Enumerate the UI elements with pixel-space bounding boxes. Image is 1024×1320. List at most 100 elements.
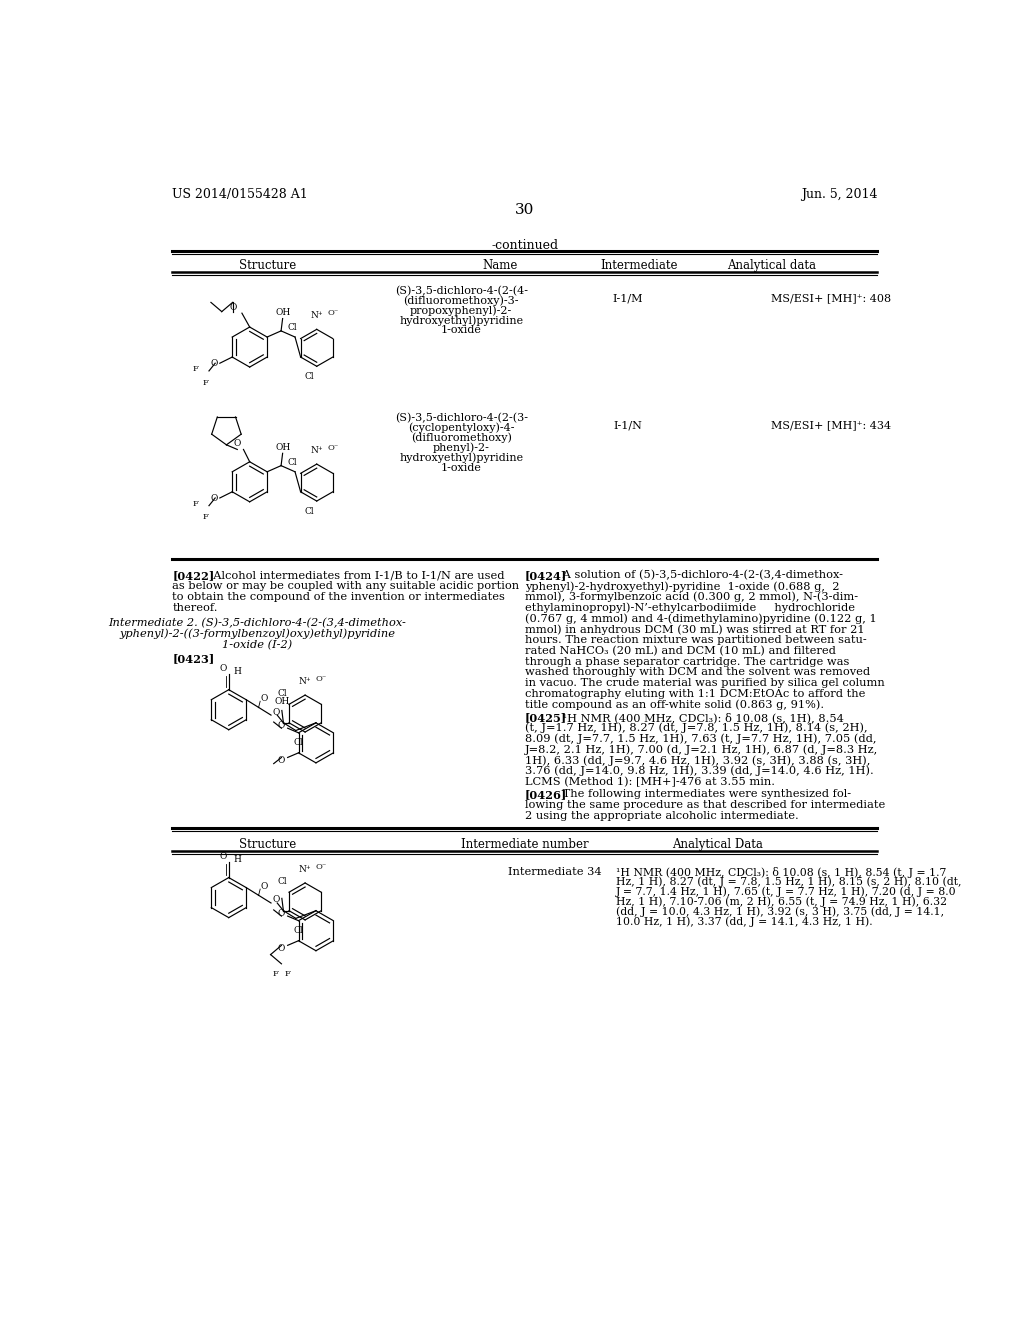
Text: 1H), 6.33 (dd, J=9.7, 4.6 Hz, 1H), 3.92 (s, 3H), 3.88 (s, 3H),: 1H), 6.33 (dd, J=9.7, 4.6 Hz, 1H), 3.92 … [524,755,870,766]
Text: Name: Name [482,259,518,272]
Text: I-1/N: I-1/N [613,420,642,430]
Text: F: F [193,500,198,508]
Text: Structure: Structure [239,838,296,850]
Text: N⁺: N⁺ [299,865,311,874]
Text: propoxyphenyl)-2-: propoxyphenyl)-2- [411,305,512,315]
Text: 1-oxide (I-2): 1-oxide (I-2) [222,640,293,649]
Text: 10.0 Hz, 1 H), 3.37 (dd, J = 14.1, 4.3 Hz, 1 H).: 10.0 Hz, 1 H), 3.37 (dd, J = 14.1, 4.3 H… [616,917,872,928]
Text: washed thoroughly with DCM and the solvent was removed: washed thoroughly with DCM and the solve… [524,668,870,677]
Text: yphenyl)-2-((3-formylbenzoyl)oxy)ethyl)pyridine: yphenyl)-2-((3-formylbenzoyl)oxy)ethyl)p… [120,628,395,639]
Text: ethylaminopropyl)-N’-ethylcarbodiimide     hydrochloride: ethylaminopropyl)-N’-ethylcarbodiimide h… [524,603,855,614]
Text: yphenyl)-2-hydroxyethyl)-pyridine  1-oxide (0.688 g,  2: yphenyl)-2-hydroxyethyl)-pyridine 1-oxid… [524,581,840,591]
Text: F: F [272,970,279,978]
Text: (S)-3,5-dichloro-4-(2-(3-: (S)-3,5-dichloro-4-(2-(3- [394,412,527,422]
Text: Cl: Cl [294,738,303,747]
Text: 3.76 (dd, J=14.0, 9.8 Hz, 1H), 3.39 (dd, J=14.0, 4.6 Hz, 1H).: 3.76 (dd, J=14.0, 9.8 Hz, 1H), 3.39 (dd,… [524,766,873,776]
Text: -continued: -continued [492,239,558,252]
Text: O: O [220,851,227,861]
Text: (difluoromethoxy)-3-: (difluoromethoxy)-3- [403,296,519,306]
Text: O: O [278,908,285,917]
Text: mmol) in anhydrous DCM (30 mL) was stirred at RT for 21: mmol) in anhydrous DCM (30 mL) was stirr… [524,624,864,635]
Text: O⁻: O⁻ [316,675,328,682]
Text: rated NaHCO₃ (20 mL) and DCM (10 mL) and filtered: rated NaHCO₃ (20 mL) and DCM (10 mL) and… [524,645,836,656]
Text: J = 7.7, 1.4 Hz, 1 H), 7.65 (t, J = 7.7 Hz, 1 H), 7.20 (d, J = 8.0: J = 7.7, 1.4 Hz, 1 H), 7.65 (t, J = 7.7 … [616,887,956,898]
Text: (difluoromethoxy): (difluoromethoxy) [411,433,512,444]
Text: I-1/M: I-1/M [612,293,643,304]
Text: thereof.: thereof. [172,603,218,612]
Text: 1-oxide: 1-oxide [440,326,481,335]
Text: ¹H NMR (400 MHz, CDCl₃): δ 10.08 (s, 1 H), 8.54 (t, J = 1.7: ¹H NMR (400 MHz, CDCl₃): δ 10.08 (s, 1 H… [616,867,946,878]
Text: phenyl)-2-: phenyl)-2- [433,442,489,453]
Text: Cl: Cl [294,927,303,935]
Text: O⁻: O⁻ [328,309,339,317]
Text: hydroxyethyl)pyridine: hydroxyethyl)pyridine [399,453,523,463]
Text: MS/ESI+ [MH]⁺: 408: MS/ESI+ [MH]⁺: 408 [771,293,891,304]
Text: O⁻: O⁻ [328,444,339,451]
Text: Analytical data: Analytical data [727,259,816,272]
Text: F: F [285,970,291,978]
Text: F: F [203,379,209,387]
Text: MS/ESI+ [MH]⁺: 434: MS/ESI+ [MH]⁺: 434 [771,420,891,430]
Text: lowing the same procedure as that described for intermediate: lowing the same procedure as that descri… [524,800,885,809]
Text: O: O [220,664,227,673]
Text: O: O [260,694,267,702]
Text: to obtain the compound of the invention or intermediates: to obtain the compound of the invention … [172,591,505,602]
Text: A solution of (5)-3,5-dichloro-4-(2-(3,4-dimethox-: A solution of (5)-3,5-dichloro-4-(2-(3,4… [559,570,843,581]
Text: in vacuo. The crude material was purified by silica gel column: in vacuo. The crude material was purifie… [524,678,885,688]
Text: O: O [210,359,217,368]
Text: O: O [260,882,267,891]
Text: US 2014/0155428 A1: US 2014/0155428 A1 [172,187,308,201]
Text: [0423]: [0423] [172,653,214,664]
Text: [0422]: [0422] [172,570,214,581]
Text: OH: OH [274,697,290,706]
Text: O: O [230,302,238,312]
Text: 1-oxide: 1-oxide [440,462,481,473]
Text: H: H [233,667,242,676]
Text: Jun. 5, 2014: Jun. 5, 2014 [801,187,878,201]
Text: Hz, 1 H), 7.10-7.06 (m, 2 H), 6.55 (t, J = 74.9 Hz, 1 H), 6.32: Hz, 1 H), 7.10-7.06 (m, 2 H), 6.55 (t, J… [616,896,947,907]
Text: 30: 30 [515,203,535,216]
Text: Analytical Data: Analytical Data [672,838,763,850]
Text: O: O [233,440,241,447]
Text: O: O [278,756,285,766]
Text: Cl: Cl [288,323,298,333]
Text: N⁺: N⁺ [299,677,311,686]
Text: Intermediate: Intermediate [601,259,678,272]
Text: (dd, J = 10.0, 4.3 Hz, 1 H), 3.92 (s, 3 H), 3.75 (dd, J = 14.1,: (dd, J = 10.0, 4.3 Hz, 1 H), 3.92 (s, 3 … [616,907,944,917]
Text: Intermediate 2. (S)-3,5-dichloro-4-(2-(3,4-dimethox-: Intermediate 2. (S)-3,5-dichloro-4-(2-(3… [109,618,407,628]
Text: O: O [278,721,285,730]
Text: O: O [278,944,285,953]
Text: Cl: Cl [304,372,313,381]
Text: title compound as an off-white solid (0.863 g, 91%).: title compound as an off-white solid (0.… [524,700,824,710]
Text: LCMS (Method 1): [MH+]-476 at 3.55 min.: LCMS (Method 1): [MH+]-476 at 3.55 min. [524,776,775,787]
Text: Cl: Cl [288,458,298,467]
Text: hours. The reaction mixture was partitioned between satu-: hours. The reaction mixture was partitio… [524,635,866,645]
Text: OH: OH [275,308,290,317]
Text: [0424]: [0424] [524,570,567,581]
Text: Intermediate number: Intermediate number [461,838,589,850]
Text: J=8.2, 2.1 Hz, 1H), 7.00 (d, J=2.1 Hz, 1H), 6.87 (d, J=8.3 Hz,: J=8.2, 2.1 Hz, 1H), 7.00 (d, J=2.1 Hz, 1… [524,744,878,755]
Text: Intermediate 34: Intermediate 34 [508,867,601,876]
Text: Structure: Structure [239,259,296,272]
Text: Hz, 1 H), 8.27 (dt, J = 7.8, 1.5 Hz, 1 H), 8.15 (s, 2 H), 8.10 (dt,: Hz, 1 H), 8.27 (dt, J = 7.8, 1.5 Hz, 1 H… [616,876,962,887]
Text: as below or may be coupled with any suitable acidic portion: as below or may be coupled with any suit… [172,581,519,591]
Text: (cyclopentyloxy)-4-: (cyclopentyloxy)-4- [408,422,514,433]
Text: Cl: Cl [304,507,313,516]
Text: Alcohol intermediates from I-1/B to I-1/N are used: Alcohol intermediates from I-1/B to I-1/… [206,570,504,581]
Text: F: F [193,366,198,374]
Text: O: O [272,708,280,717]
Text: OH: OH [275,442,290,451]
Text: (t, J=1.7 Hz, 1H), 8.27 (dt, J=7.8, 1.5 Hz, 1H), 8.14 (s, 2H),: (t, J=1.7 Hz, 1H), 8.27 (dt, J=7.8, 1.5 … [524,723,867,734]
Text: [0426]: [0426] [524,789,567,800]
Text: The following intermediates were synthesized fol-: The following intermediates were synthes… [559,789,851,799]
Text: mmol), 3-formylbenzoic acid (0.300 g, 2 mmol), N-(3-dim-: mmol), 3-formylbenzoic acid (0.300 g, 2 … [524,591,858,602]
Text: ¹H NMR (400 MHz, CDCl₃): δ 10.08 (s, 1H), 8.54: ¹H NMR (400 MHz, CDCl₃): δ 10.08 (s, 1H)… [559,711,844,723]
Text: Cl: Cl [278,689,288,698]
Text: H: H [233,854,242,863]
Text: 2 using the appropriate alcoholic intermediate.: 2 using the appropriate alcoholic interm… [524,810,799,821]
Text: chromatography eluting with 1:1 DCM:EtOAc to afford the: chromatography eluting with 1:1 DCM:EtOA… [524,689,865,698]
Text: O: O [210,494,217,503]
Text: hydroxyethyl)pyridine: hydroxyethyl)pyridine [399,315,523,326]
Text: (0.767 g, 4 mmol) and 4-(dimethylamino)pyridine (0.122 g, 1: (0.767 g, 4 mmol) and 4-(dimethylamino)p… [524,614,877,624]
Text: O: O [272,895,280,904]
